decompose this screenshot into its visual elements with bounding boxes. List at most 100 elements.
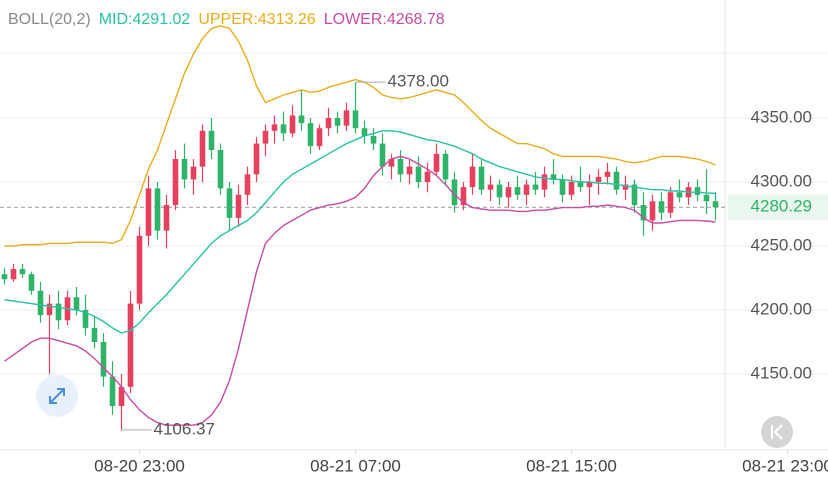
indicator-name: BOLL(20,2) xyxy=(8,11,91,28)
candle-body xyxy=(703,194,710,202)
candle-body xyxy=(334,118,341,126)
expand-button[interactable] xyxy=(36,375,78,417)
candle-body xyxy=(388,158,395,167)
candle-body xyxy=(568,182,575,195)
x-tick-label: 08-21 07:00 xyxy=(310,456,401,475)
candle-body xyxy=(109,376,116,406)
candle-body xyxy=(217,150,224,189)
candle-body xyxy=(226,188,233,218)
candles xyxy=(1,82,719,430)
candle-body xyxy=(451,179,458,206)
candle-body xyxy=(19,269,26,275)
candle-body xyxy=(397,158,404,175)
candle-body xyxy=(676,192,683,198)
band-line xyxy=(4,130,716,334)
candle-body xyxy=(595,176,602,182)
candle-body xyxy=(658,201,665,213)
candle-body xyxy=(181,158,188,180)
candle-body xyxy=(199,130,206,167)
candle-body xyxy=(100,342,107,377)
candle-body xyxy=(253,143,260,175)
candle-body xyxy=(577,182,584,188)
candle-body xyxy=(82,310,89,328)
candle-body xyxy=(667,192,674,213)
y-tick-label: 4350.00 xyxy=(751,107,812,126)
candle-body xyxy=(460,187,467,206)
candle-body xyxy=(406,166,413,175)
candle-body xyxy=(469,166,476,188)
scroll-end-button[interactable] xyxy=(761,416,793,448)
candle-body xyxy=(523,184,530,195)
candle-body xyxy=(604,171,611,177)
annotation-label: 4378.00 xyxy=(388,72,449,91)
legend-entry: LOWER:4268.78 xyxy=(324,11,445,28)
expand-icon[interactable] xyxy=(49,388,65,404)
candle-body xyxy=(235,194,242,218)
candle-body xyxy=(289,115,296,134)
band-line xyxy=(4,155,716,426)
y-tick-label: 4200.00 xyxy=(751,299,812,318)
y-tick-label: 4250.00 xyxy=(751,235,812,254)
candle-body xyxy=(640,205,647,221)
candle-body xyxy=(424,171,431,182)
x-tick-label: 08-21 15:00 xyxy=(526,456,617,475)
candle-body xyxy=(586,182,593,188)
candle-body xyxy=(370,135,377,144)
candle-body xyxy=(28,274,35,291)
candle-body xyxy=(649,201,656,221)
candle-body xyxy=(316,128,323,147)
candle-body xyxy=(442,153,449,180)
candle-body xyxy=(631,184,638,206)
candle-body xyxy=(55,303,62,321)
candle-body xyxy=(496,184,503,198)
candle-body xyxy=(37,290,44,316)
legend-entry: MID:4291.02 xyxy=(99,11,191,28)
candle-body xyxy=(379,143,386,167)
candle-body xyxy=(298,115,305,124)
candle-body xyxy=(145,188,152,236)
band-line xyxy=(4,25,716,247)
candle-body xyxy=(550,174,557,180)
candle-body xyxy=(154,188,161,231)
candle-body xyxy=(514,187,521,195)
candle-body xyxy=(190,166,197,180)
candle-body xyxy=(694,187,701,195)
candle-body xyxy=(271,124,278,131)
candle-body xyxy=(712,201,719,208)
scroll-end-bg[interactable] xyxy=(761,416,793,448)
candle-body xyxy=(415,166,422,182)
candle-body xyxy=(352,110,359,129)
scroll-end-icon[interactable] xyxy=(770,424,783,440)
legend: BOLL(20,2) MID:4291.02 UPPER:4313.26 LOWER… xyxy=(8,11,445,28)
candle-body xyxy=(1,274,8,280)
candle-body xyxy=(136,235,143,304)
candle-body xyxy=(172,158,179,206)
grid xyxy=(0,117,828,375)
candle-body xyxy=(361,128,368,136)
candle-body xyxy=(73,297,80,310)
candle-body xyxy=(487,184,494,190)
candle-body xyxy=(118,386,125,406)
candle-body xyxy=(91,327,98,342)
candle-body xyxy=(532,184,539,190)
annotation-label: 4106.37 xyxy=(154,419,215,438)
y-tick-label: 4150.00 xyxy=(751,363,812,382)
candle-body xyxy=(325,118,332,129)
candle-body xyxy=(613,171,620,190)
candle-body xyxy=(127,303,134,387)
candle-body xyxy=(307,123,314,147)
candle-body xyxy=(163,205,170,231)
candle-body xyxy=(622,184,629,190)
candle-body xyxy=(244,174,251,195)
candle-body xyxy=(559,179,566,195)
last-price-label: 4280.29 xyxy=(751,197,812,216)
candle-body xyxy=(208,130,215,150)
last-price-box xyxy=(728,194,828,221)
candle-body xyxy=(280,124,287,134)
candle-body xyxy=(478,166,485,190)
x-tick-label: 08-20 23:00 xyxy=(94,456,185,475)
x-tick-label: 08-21 23:00 xyxy=(742,456,828,475)
legend-entry: UPPER:4313.26 xyxy=(198,11,316,28)
candle-body xyxy=(343,110,350,126)
